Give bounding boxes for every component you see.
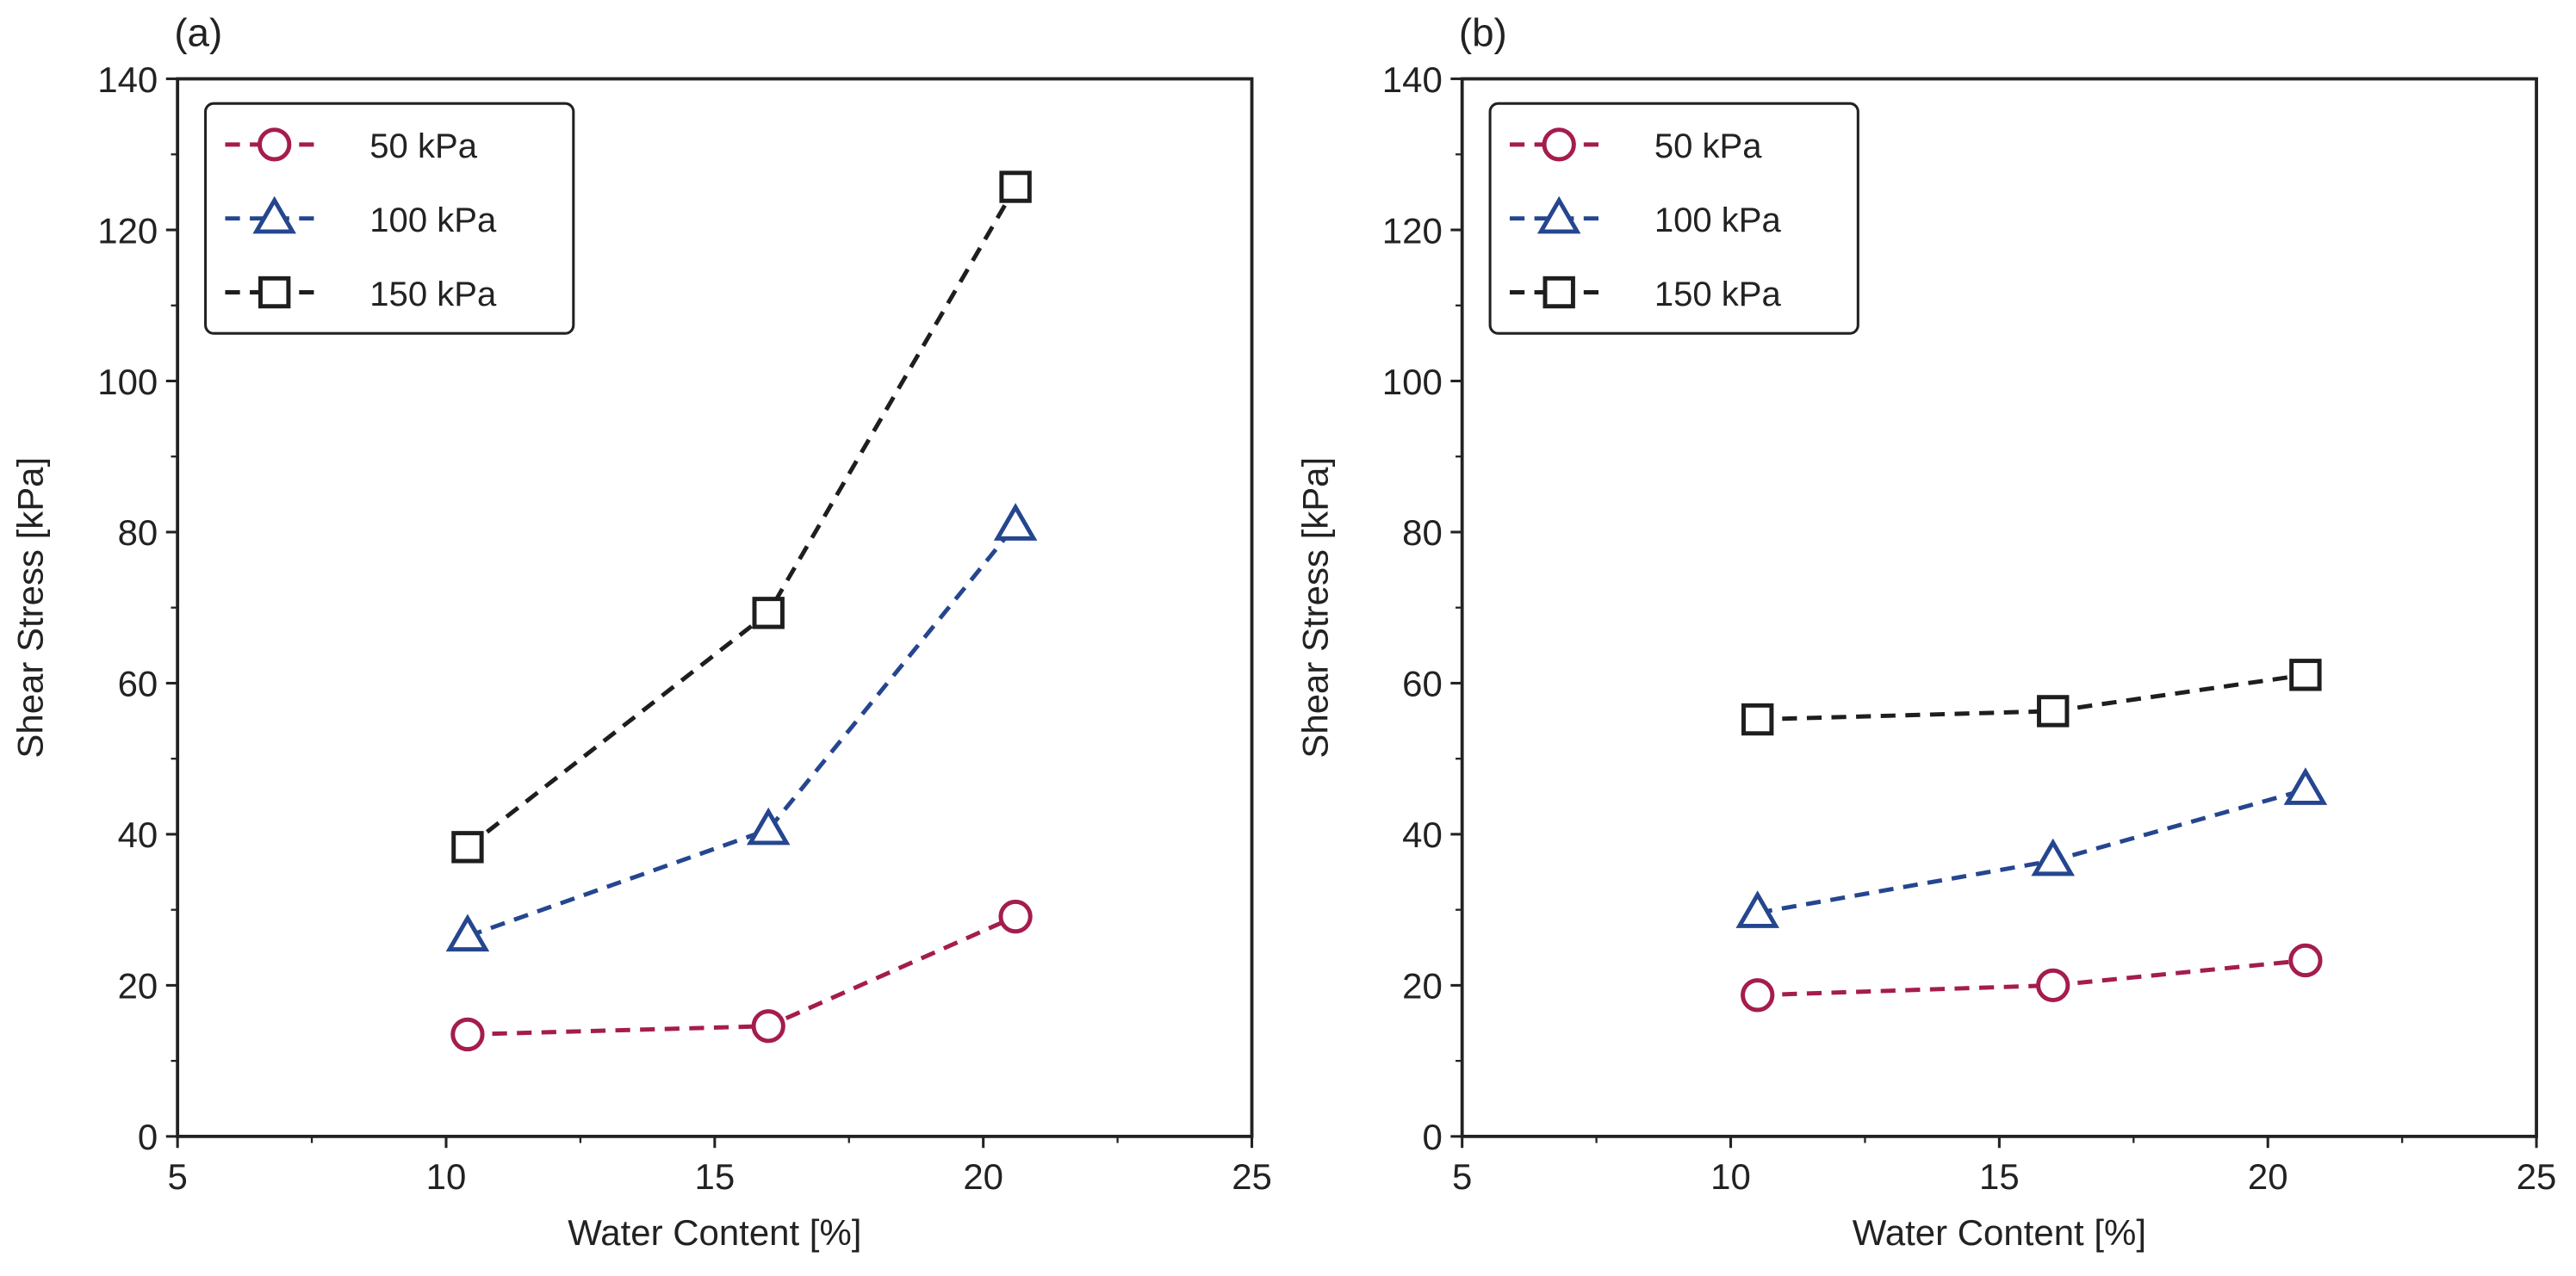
- data-point: [450, 1017, 485, 1052]
- data-point: [2283, 767, 2328, 805]
- y-axis-label: Shear Stress [kPa]: [10, 457, 51, 759]
- data-point: [998, 899, 1033, 934]
- x-tick-label: 25: [1232, 1156, 1272, 1197]
- y-tick-label: 0: [1422, 1117, 1442, 1157]
- legend-marker: [1542, 276, 1575, 309]
- legend-box: [1488, 102, 1859, 335]
- series-line: [1757, 957, 2306, 998]
- x-tick-label: 5: [167, 1156, 187, 1197]
- x-tick-label: 15: [1979, 1156, 2020, 1197]
- x-tick-label: 10: [426, 1156, 467, 1197]
- series-150-kpa: [1741, 659, 2322, 736]
- data-point: [2288, 943, 2323, 978]
- legend-label: 100 kPa: [369, 201, 497, 239]
- legend-label: 100 kPa: [1654, 201, 1782, 239]
- y-tick-label: 140: [1382, 59, 1443, 100]
- y-axis-label: Shear Stress [kPa]: [1294, 457, 1335, 759]
- series-line: [467, 523, 1018, 938]
- y-tick-label: 20: [118, 966, 158, 1007]
- panel-label: (b): [1459, 10, 1507, 54]
- data-point: [993, 503, 1038, 541]
- legend-label: 150 kPa: [369, 276, 497, 313]
- data-point: [2289, 659, 2322, 691]
- x-axis-label: Water Content [%]: [568, 1212, 861, 1253]
- data-point: [2037, 695, 2070, 728]
- data-point: [451, 831, 484, 864]
- y-tick-label: 100: [1382, 362, 1443, 402]
- y-tick-label: 40: [118, 815, 158, 855]
- y-tick-label: 120: [97, 210, 158, 251]
- legend: 50 kPa 100 kPa 150 kPa: [204, 102, 575, 335]
- legend-label: 50 kPa: [369, 127, 477, 165]
- y-tick-label: 80: [118, 512, 158, 553]
- series-100-kpa: [1735, 767, 2328, 928]
- legend-box: [204, 102, 575, 335]
- data-point: [1735, 890, 1779, 928]
- y-tick-label: 100: [97, 362, 158, 402]
- y-tick-label: 120: [1382, 210, 1443, 251]
- data-point: [752, 597, 785, 629]
- y-tick-label: 0: [138, 1117, 158, 1157]
- y-tick-label: 140: [97, 59, 158, 100]
- series-50-kpa: [450, 899, 1033, 1052]
- series-50-kpa: [1741, 943, 2323, 1013]
- y-tick-label: 60: [118, 664, 158, 704]
- legend-marker: [258, 127, 292, 162]
- legend-label: 50 kPa: [1654, 127, 1762, 165]
- legend-marker: [1542, 127, 1576, 162]
- x-tick-label: 10: [1710, 1156, 1751, 1197]
- series-100-kpa: [445, 503, 1038, 952]
- x-tick-label: 20: [963, 1156, 1003, 1197]
- y-tick-label: 20: [1402, 966, 1443, 1007]
- legend-marker: [1536, 195, 1581, 234]
- panel-b: 5 10 15 20 25 0 20 40 60 80 100 120 140 Water Content…: [1294, 10, 2556, 1252]
- data-point: [2036, 968, 2070, 1003]
- data-point: [2031, 838, 2076, 876]
- y-tick-label: 60: [1402, 664, 1443, 704]
- x-tick-label: 5: [1452, 1156, 1472, 1197]
- data-point: [746, 807, 791, 846]
- data-point: [751, 1009, 785, 1044]
- data-point: [1741, 703, 1774, 736]
- series-line: [1757, 787, 2306, 915]
- data-point: [1741, 978, 1775, 1013]
- legend: 50 kPa 100 kPa 150 kPa: [1488, 102, 1859, 335]
- y-tick-label: 80: [1402, 512, 1443, 553]
- panel-a: 5 10 15 20 25 0 20 40 60 80 100 120 140 Water Content…: [10, 10, 1272, 1252]
- series-line: [467, 914, 1017, 1037]
- data-point: [999, 170, 1032, 203]
- x-axis-label: Water Content [%]: [1853, 1212, 2146, 1253]
- x-tick-label: 25: [2517, 1156, 2557, 1197]
- x-tick-label: 15: [695, 1156, 736, 1197]
- data-point: [445, 914, 490, 952]
- x-tick-label: 20: [2248, 1156, 2288, 1197]
- legend-marker: [258, 276, 291, 309]
- panel-label: (a): [174, 10, 222, 54]
- y-tick-label: 40: [1402, 815, 1443, 855]
- series-line: [1757, 672, 2306, 722]
- legend-marker: [252, 195, 296, 234]
- legend-label: 150 kPa: [1654, 276, 1782, 313]
- series-150-kpa: [451, 170, 1032, 864]
